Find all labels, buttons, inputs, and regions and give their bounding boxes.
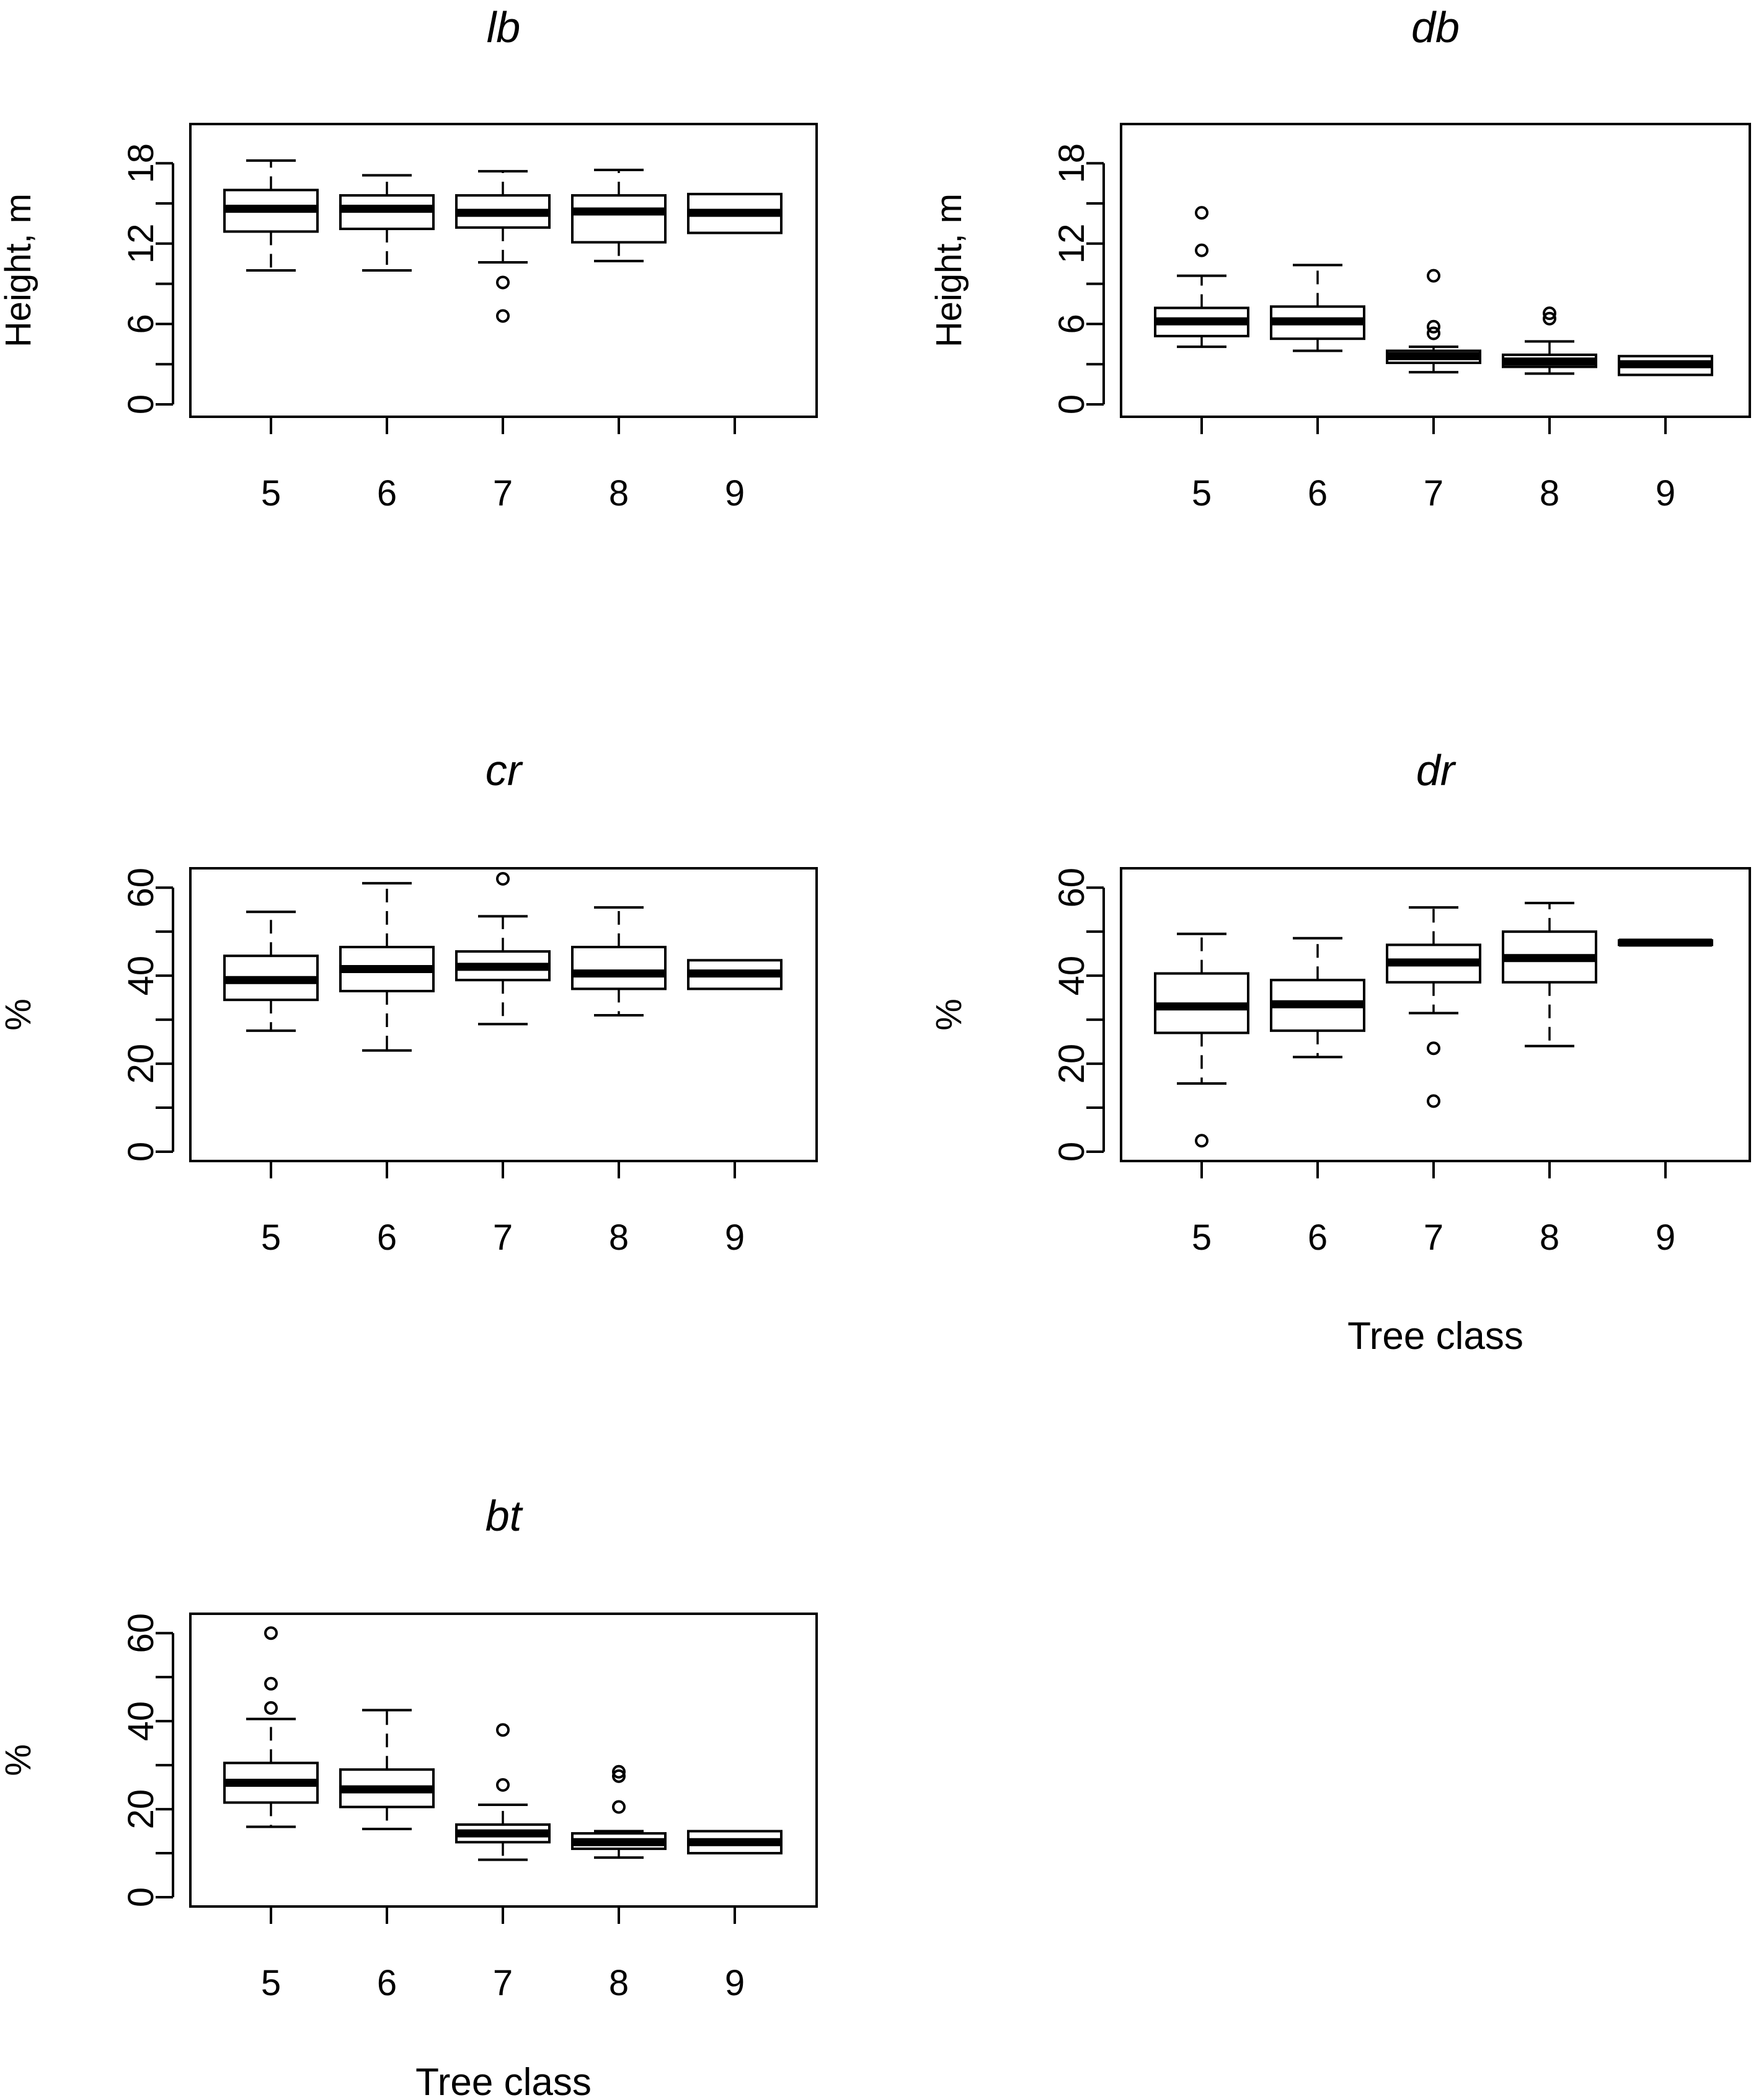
panel-lb-outlier [496,309,510,323]
panel-db-title: db [1411,3,1460,51]
panel-db-y-tick-label: 12 [1052,224,1092,264]
panel-bt-x-tick-label: 7 [493,1963,513,2003]
panel-dr-outlier [1195,1134,1208,1148]
panel-dr-outlier [1427,1041,1440,1056]
panel-dr-y-tick-label: 40 [1052,956,1092,996]
panel-cr-y-tick-label: 20 [121,1044,161,1084]
panel-bt-outlier [264,1676,278,1691]
panel-cr-title: cr [486,746,523,794]
panel-bt-outlier [496,1778,510,1792]
panel-dr-frame [1120,867,1751,1162]
panel-cr-x-tick-label: 9 [725,1217,745,1258]
panel-db-y-tick-label: 0 [1052,394,1092,414]
panel-lb-title: lb [487,3,520,51]
panel-bt-y-tick-label: 0 [121,1887,161,1907]
panel-db-x-tick-label: 8 [1540,473,1559,514]
panel-lb-x-tick-label: 9 [725,473,745,514]
panel-bt-x-tick-label: 8 [609,1963,629,2003]
panel-bt-frame [189,1613,818,1908]
panel-bt-y-tick-label: 20 [121,1789,161,1830]
panel-dr-x-tick-label: 5 [1192,1217,1212,1258]
panel-dr-x-tick-label: 7 [1424,1217,1443,1258]
panel-bt-y-tick-label: 40 [121,1701,161,1742]
panel-cr-y-tick-label: 0 [121,1142,161,1162]
panel-lb-x-tick-label: 8 [609,473,629,514]
panel-db-y-tick-label: 18 [1052,143,1092,184]
panel-db-x-tick-label: 7 [1424,473,1443,514]
panel-dr-x-tick-label: 6 [1308,1217,1328,1258]
panel-lb-outlier [496,275,510,290]
panel-cr-x-tick-label: 7 [493,1217,513,1258]
panel-db-outlier [1427,269,1440,283]
panel-db-outlier [1543,311,1556,326]
panel-db-frame [1120,123,1751,418]
panel-cr-x-tick-label: 6 [377,1217,397,1258]
panel-lb-x-tick-label: 7 [493,473,513,514]
panel-cr-y-label: % [0,999,38,1031]
panel-db-x-tick-label: 6 [1308,473,1328,514]
panel-bt-outlier [612,1764,626,1779]
panel-bt-y-label: % [0,1744,38,1776]
panel-dr-x-tick-label: 8 [1540,1217,1559,1258]
panel-db-y-label: Height, m [929,194,969,347]
panel-lb-x-tick-label: 6 [377,473,397,514]
panel-db-x-tick-label: 9 [1656,473,1675,514]
panel-db-x-tick-label: 5 [1192,473,1212,514]
panel-dr-title: dr [1416,746,1457,794]
panel-lb-box [571,194,667,244]
panel-bt-outlier [264,1626,278,1640]
panel-db-outlier [1427,319,1440,334]
panel-cr-y-tick-label: 60 [121,868,161,908]
panel-db-x-label: Tree class [1347,1315,1523,1358]
panel-db-outlier [1195,206,1208,220]
panel-db-outlier [1427,326,1440,340]
panel-bt-x-tick-label: 9 [725,1963,745,2003]
panel-dr-y-tick-label: 20 [1052,1044,1092,1084]
panel-db-outlier [1543,306,1556,321]
panel-cr-y-tick-label: 40 [121,956,161,996]
panel-lb-y-tick-label: 0 [121,394,161,414]
panel-dr-outlier [1427,1094,1440,1108]
panel-db-y-tick-label: 6 [1052,314,1092,334]
panel-bt-x-label: Tree class [415,2061,592,2100]
panel-dr-y-tick-label: 0 [1052,1142,1092,1162]
panel-bt-outlier [612,1769,626,1783]
panel-bt-x-tick-label: 5 [261,1963,281,2003]
panel-bt-outlier [612,1800,626,1814]
panel-bt-outlier [264,1701,278,1715]
panel-lb-y-tick-label: 12 [121,224,161,264]
panel-dr-y-tick-label: 60 [1052,868,1092,908]
panel-cr-outlier [496,872,510,886]
panel-db-outlier [1195,243,1208,257]
panel-lb-y-label: Height, m [0,194,38,347]
panel-cr-x-tick-label: 5 [261,1217,281,1258]
panel-bt-outlier [496,1723,510,1737]
panel-cr-x-tick-label: 8 [609,1217,629,1258]
panel-bt-title: bt [486,1492,523,1540]
panel-lb-y-tick-label: 18 [121,143,161,184]
panel-bt-y-tick-label: 60 [121,1613,161,1653]
panel-lb-y-tick-label: 6 [121,314,161,334]
panel-bt-x-tick-label: 6 [377,1963,397,2003]
panel-lb-x-tick-label: 5 [261,473,281,514]
panel-cr-box [571,946,667,990]
panel-dr-x-tick-label: 9 [1656,1217,1675,1258]
panel-dr-y-label: % [929,999,969,1031]
